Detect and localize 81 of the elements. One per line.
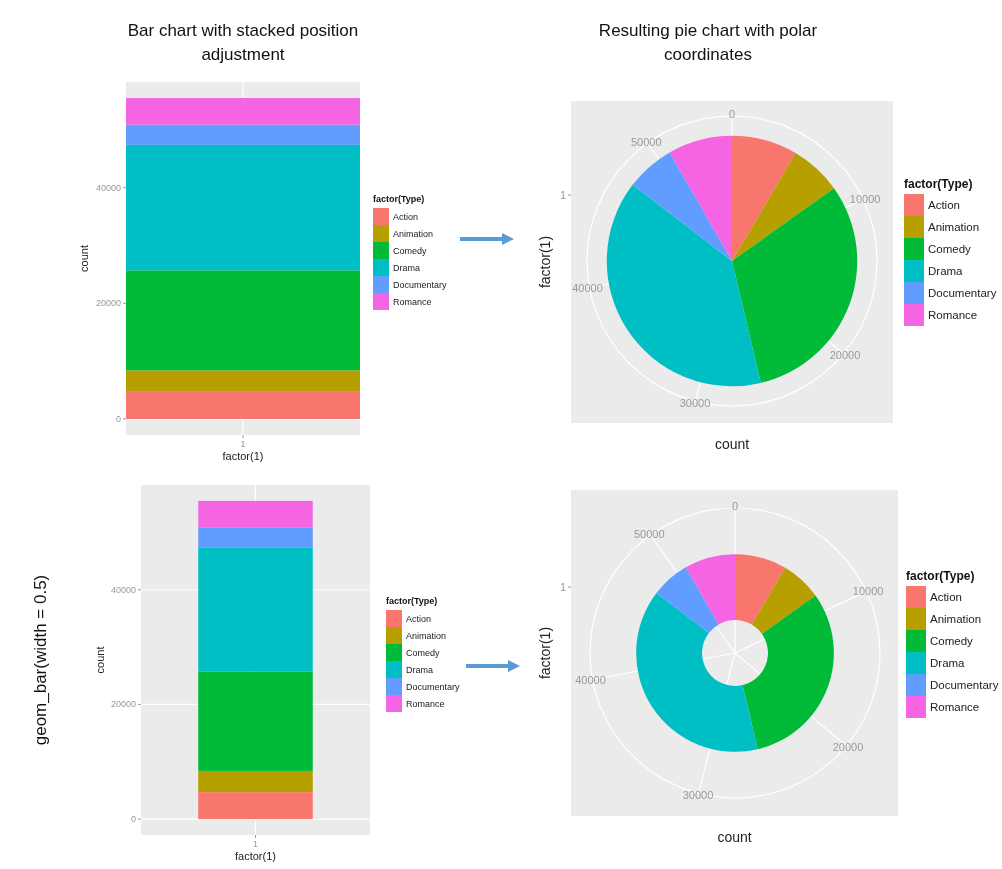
- legend-label: Documentary: [930, 679, 999, 692]
- text: 50000: [633, 527, 665, 540]
- legend-label: Drama: [393, 262, 421, 273]
- bar: [126, 370, 360, 392]
- text: 30000: [682, 789, 714, 802]
- legend-title: factor(Type): [373, 194, 425, 204]
- bar: [198, 527, 313, 548]
- legend-label: Animation: [930, 613, 982, 626]
- bar: [198, 671, 313, 771]
- bar: [198, 792, 313, 820]
- legend-label: Drama: [928, 265, 964, 278]
- donut-slice: [656, 567, 719, 633]
- pie-slice: [669, 135, 732, 261]
- legend-label: Action: [393, 211, 419, 222]
- legend-label: Romance: [393, 296, 432, 307]
- donut-slice: [742, 595, 834, 750]
- legend-title: factor(Type): [386, 596, 438, 606]
- x-axis-title: factor(1): [235, 850, 276, 862]
- donut-slice: [636, 592, 758, 752]
- y-axis-title: count: [78, 245, 90, 272]
- text: 20000: [829, 348, 861, 361]
- text: 1: [559, 189, 566, 202]
- bar: [126, 124, 360, 145]
- legend-label: Romance: [406, 698, 445, 709]
- text: geom_bar(width = 0.5): [31, 574, 50, 746]
- text: 1: [559, 581, 566, 594]
- x-axis-title: factor(1): [222, 450, 264, 462]
- legend-label: Documentary: [928, 287, 997, 300]
- legend-label: Animation: [406, 630, 447, 641]
- text: 40000: [575, 673, 606, 686]
- legend-label: Drama: [406, 664, 434, 675]
- legend-title: factor(Type): [906, 569, 975, 583]
- legend-label: Action: [406, 613, 432, 624]
- legend-label: Animation: [928, 221, 980, 234]
- text: count: [714, 436, 750, 452]
- bar: [126, 270, 360, 371]
- legend-label: Comedy: [928, 243, 972, 256]
- bar: [198, 770, 313, 793]
- text: 10000: [849, 192, 881, 205]
- text: 0: [728, 108, 736, 120]
- donut-slice: [685, 554, 735, 625]
- legend-label: Documentary: [406, 681, 461, 692]
- bar: [126, 391, 360, 419]
- bar: [198, 500, 313, 528]
- legend-label: Action: [928, 199, 960, 212]
- text: 0: [731, 500, 739, 512]
- bar: [198, 547, 313, 672]
- y-tick-label: 40000: [110, 584, 136, 595]
- legend-label: Drama: [930, 657, 966, 670]
- pie-slice: [606, 184, 761, 387]
- chart-title: Resulting pie chart with polar coordinates: [598, 21, 818, 64]
- pie-slice: [732, 153, 834, 261]
- legend-label: Comedy: [406, 647, 441, 658]
- chart-title: Bar chart with stacked position adjustment: [127, 21, 359, 64]
- y-tick-label: 20000: [95, 298, 121, 309]
- legend-label: Action: [930, 591, 962, 604]
- text: factor(1): [537, 235, 553, 289]
- text: count: [717, 829, 752, 845]
- legend-title: factor(Type): [904, 177, 973, 191]
- text: factor(1): [537, 626, 553, 680]
- y-tick-label: 20000: [110, 699, 136, 710]
- y-tick-label: 40000: [95, 182, 121, 193]
- legend-label: Documentary: [393, 279, 448, 290]
- y-axis-title: count: [94, 646, 106, 674]
- text: 10000: [852, 584, 884, 597]
- y-tick-label: 0: [115, 413, 121, 424]
- text: 40000: [572, 281, 603, 294]
- text: 20000: [832, 740, 864, 753]
- donut-slice: [751, 567, 816, 634]
- text: 30000: [679, 397, 711, 410]
- text: 50000: [630, 135, 662, 148]
- legend-label: Romance: [930, 701, 980, 714]
- donut-slice: [735, 554, 786, 625]
- legend-label: Comedy: [393, 245, 428, 256]
- pie-slice: [632, 152, 732, 261]
- pie-slice: [732, 135, 796, 261]
- bar: [126, 98, 360, 125]
- y-tick-label: 0: [130, 814, 136, 825]
- legend-label: Romance: [928, 309, 978, 322]
- legend-label: Comedy: [930, 635, 974, 648]
- legend-label: Animation: [393, 228, 434, 239]
